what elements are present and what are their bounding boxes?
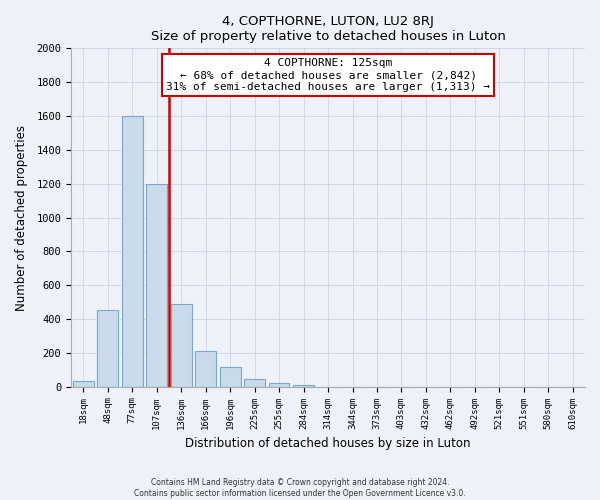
- Text: Contains HM Land Registry data © Crown copyright and database right 2024.
Contai: Contains HM Land Registry data © Crown c…: [134, 478, 466, 498]
- Bar: [293, 385, 314, 386]
- Bar: [195, 351, 216, 386]
- Bar: [97, 310, 118, 386]
- Bar: [146, 184, 167, 386]
- Bar: [122, 116, 143, 386]
- Title: 4, COPTHORNE, LUTON, LU2 8RJ
Size of property relative to detached houses in Lut: 4, COPTHORNE, LUTON, LU2 8RJ Size of pro…: [151, 15, 505, 43]
- Bar: [220, 367, 241, 386]
- Bar: [269, 384, 289, 386]
- Text: 4 COPTHORNE: 125sqm
← 68% of detached houses are smaller (2,842)
31% of semi-det: 4 COPTHORNE: 125sqm ← 68% of detached ho…: [166, 58, 490, 92]
- Bar: [73, 381, 94, 386]
- Y-axis label: Number of detached properties: Number of detached properties: [15, 124, 28, 310]
- Bar: [171, 304, 191, 386]
- X-axis label: Distribution of detached houses by size in Luton: Distribution of detached houses by size …: [185, 437, 471, 450]
- Bar: [244, 379, 265, 386]
